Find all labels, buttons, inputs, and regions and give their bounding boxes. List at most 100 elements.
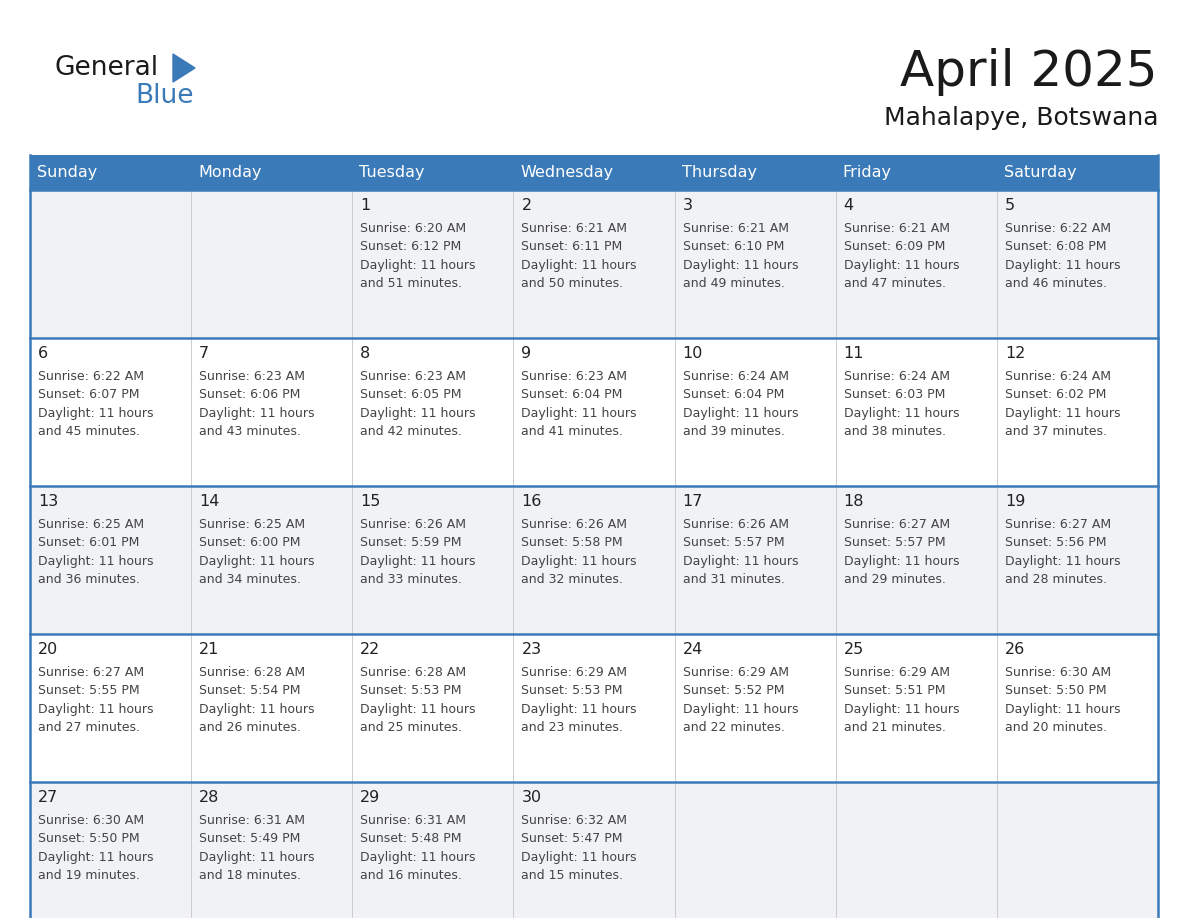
Text: and 37 minutes.: and 37 minutes. [1005, 425, 1107, 438]
Text: Daylight: 11 hours: Daylight: 11 hours [360, 554, 475, 567]
Text: 24: 24 [683, 643, 703, 657]
Polygon shape [173, 54, 195, 82]
Text: 18: 18 [843, 495, 864, 509]
Text: 7: 7 [200, 346, 209, 362]
Text: Daylight: 11 hours: Daylight: 11 hours [843, 259, 959, 272]
Text: and 21 minutes.: and 21 minutes. [843, 721, 946, 734]
Text: Sunset: 6:04 PM: Sunset: 6:04 PM [522, 388, 623, 401]
Text: Sunset: 5:51 PM: Sunset: 5:51 PM [843, 684, 946, 697]
Text: Daylight: 11 hours: Daylight: 11 hours [683, 407, 798, 420]
Bar [30, 338, 1158, 486]
Text: Sunrise: 6:23 AM: Sunrise: 6:23 AM [360, 370, 466, 383]
Text: Sunrise: 6:25 AM: Sunrise: 6:25 AM [38, 518, 144, 531]
Text: Wednesday: Wednesday [520, 165, 613, 180]
Text: 5: 5 [1005, 198, 1015, 214]
Text: Sunrise: 6:21 AM: Sunrise: 6:21 AM [522, 221, 627, 234]
Text: Blue: Blue [135, 83, 194, 109]
Text: Daylight: 11 hours: Daylight: 11 hours [38, 554, 153, 567]
Text: and 18 minutes.: and 18 minutes. [200, 869, 301, 882]
Text: and 41 minutes.: and 41 minutes. [522, 425, 624, 438]
Text: 1: 1 [360, 198, 371, 214]
Bar [30, 155, 191, 190]
Text: Sunset: 5:47 PM: Sunset: 5:47 PM [522, 832, 623, 845]
Text: Sunrise: 6:29 AM: Sunrise: 6:29 AM [522, 666, 627, 678]
Text: Saturday: Saturday [1004, 165, 1076, 180]
Text: Sunrise: 6:31 AM: Sunrise: 6:31 AM [360, 813, 466, 826]
Bar [191, 155, 353, 190]
Text: Daylight: 11 hours: Daylight: 11 hours [360, 259, 475, 272]
Text: and 25 minutes.: and 25 minutes. [360, 721, 462, 734]
Text: Sunset: 6:06 PM: Sunset: 6:06 PM [200, 388, 301, 401]
Text: Daylight: 11 hours: Daylight: 11 hours [38, 702, 153, 715]
Text: Daylight: 11 hours: Daylight: 11 hours [200, 850, 315, 864]
Text: Sunrise: 6:28 AM: Sunrise: 6:28 AM [360, 666, 467, 678]
Text: Sunset: 6:04 PM: Sunset: 6:04 PM [683, 388, 784, 401]
Text: 26: 26 [1005, 643, 1025, 657]
Text: Sunrise: 6:20 AM: Sunrise: 6:20 AM [360, 221, 467, 234]
Text: Daylight: 11 hours: Daylight: 11 hours [200, 702, 315, 715]
Text: Sunset: 5:48 PM: Sunset: 5:48 PM [360, 832, 462, 845]
Text: and 16 minutes.: and 16 minutes. [360, 869, 462, 882]
Bar [835, 155, 997, 190]
Bar [675, 155, 835, 190]
Text: Sunset: 6:01 PM: Sunset: 6:01 PM [38, 536, 139, 549]
Text: and 43 minutes.: and 43 minutes. [200, 425, 301, 438]
Text: and 46 minutes.: and 46 minutes. [1005, 277, 1107, 290]
Text: Daylight: 11 hours: Daylight: 11 hours [360, 702, 475, 715]
Text: Sunrise: 6:22 AM: Sunrise: 6:22 AM [38, 370, 144, 383]
Bar [30, 782, 1158, 918]
Text: and 34 minutes.: and 34 minutes. [200, 573, 301, 586]
Text: Sunrise: 6:22 AM: Sunrise: 6:22 AM [1005, 221, 1111, 234]
Text: and 27 minutes.: and 27 minutes. [38, 721, 140, 734]
Text: Sunrise: 6:21 AM: Sunrise: 6:21 AM [843, 221, 949, 234]
Text: Daylight: 11 hours: Daylight: 11 hours [360, 850, 475, 864]
Text: Sunrise: 6:27 AM: Sunrise: 6:27 AM [38, 666, 144, 678]
Text: Daylight: 11 hours: Daylight: 11 hours [522, 554, 637, 567]
Text: Friday: Friday [842, 165, 892, 180]
Text: 15: 15 [360, 495, 380, 509]
Text: Sunset: 5:54 PM: Sunset: 5:54 PM [200, 684, 301, 697]
Text: Sunrise: 6:24 AM: Sunrise: 6:24 AM [683, 370, 789, 383]
Text: and 22 minutes.: and 22 minutes. [683, 721, 784, 734]
Text: Daylight: 11 hours: Daylight: 11 hours [38, 850, 153, 864]
Text: Sunday: Sunday [37, 165, 97, 180]
Text: and 51 minutes.: and 51 minutes. [360, 277, 462, 290]
Text: 27: 27 [38, 790, 58, 805]
Text: 4: 4 [843, 198, 854, 214]
Text: and 50 minutes.: and 50 minutes. [522, 277, 624, 290]
Text: and 47 minutes.: and 47 minutes. [843, 277, 946, 290]
Text: 8: 8 [360, 346, 371, 362]
Text: 14: 14 [200, 495, 220, 509]
Text: and 38 minutes.: and 38 minutes. [843, 425, 946, 438]
Text: Mahalapye, Botswana: Mahalapye, Botswana [884, 106, 1158, 130]
Text: Daylight: 11 hours: Daylight: 11 hours [1005, 554, 1120, 567]
Bar [30, 634, 1158, 782]
Text: Daylight: 11 hours: Daylight: 11 hours [38, 407, 153, 420]
Text: and 26 minutes.: and 26 minutes. [200, 721, 301, 734]
Text: and 33 minutes.: and 33 minutes. [360, 573, 462, 586]
Text: Sunset: 6:05 PM: Sunset: 6:05 PM [360, 388, 462, 401]
Text: April 2025: April 2025 [901, 48, 1158, 96]
Text: Sunrise: 6:27 AM: Sunrise: 6:27 AM [1005, 518, 1111, 531]
Text: Sunrise: 6:21 AM: Sunrise: 6:21 AM [683, 221, 789, 234]
Text: 20: 20 [38, 643, 58, 657]
Text: 10: 10 [683, 346, 703, 362]
Text: Sunset: 5:57 PM: Sunset: 5:57 PM [683, 536, 784, 549]
Text: 9: 9 [522, 346, 531, 362]
Text: Sunrise: 6:23 AM: Sunrise: 6:23 AM [200, 370, 305, 383]
Text: Daylight: 11 hours: Daylight: 11 hours [522, 407, 637, 420]
Text: Sunrise: 6:32 AM: Sunrise: 6:32 AM [522, 813, 627, 826]
Text: Sunrise: 6:26 AM: Sunrise: 6:26 AM [522, 518, 627, 531]
Text: and 20 minutes.: and 20 minutes. [1005, 721, 1107, 734]
Text: and 31 minutes.: and 31 minutes. [683, 573, 784, 586]
Text: Sunset: 5:56 PM: Sunset: 5:56 PM [1005, 536, 1106, 549]
Text: Sunset: 6:10 PM: Sunset: 6:10 PM [683, 240, 784, 253]
Text: Sunset: 6:12 PM: Sunset: 6:12 PM [360, 240, 461, 253]
Text: Daylight: 11 hours: Daylight: 11 hours [683, 259, 798, 272]
Text: 6: 6 [38, 346, 49, 362]
Text: Sunset: 5:50 PM: Sunset: 5:50 PM [38, 832, 140, 845]
Text: Tuesday: Tuesday [359, 165, 425, 180]
Text: Sunset: 5:58 PM: Sunset: 5:58 PM [522, 536, 623, 549]
Text: Sunset: 6:08 PM: Sunset: 6:08 PM [1005, 240, 1106, 253]
Text: Sunrise: 6:23 AM: Sunrise: 6:23 AM [522, 370, 627, 383]
